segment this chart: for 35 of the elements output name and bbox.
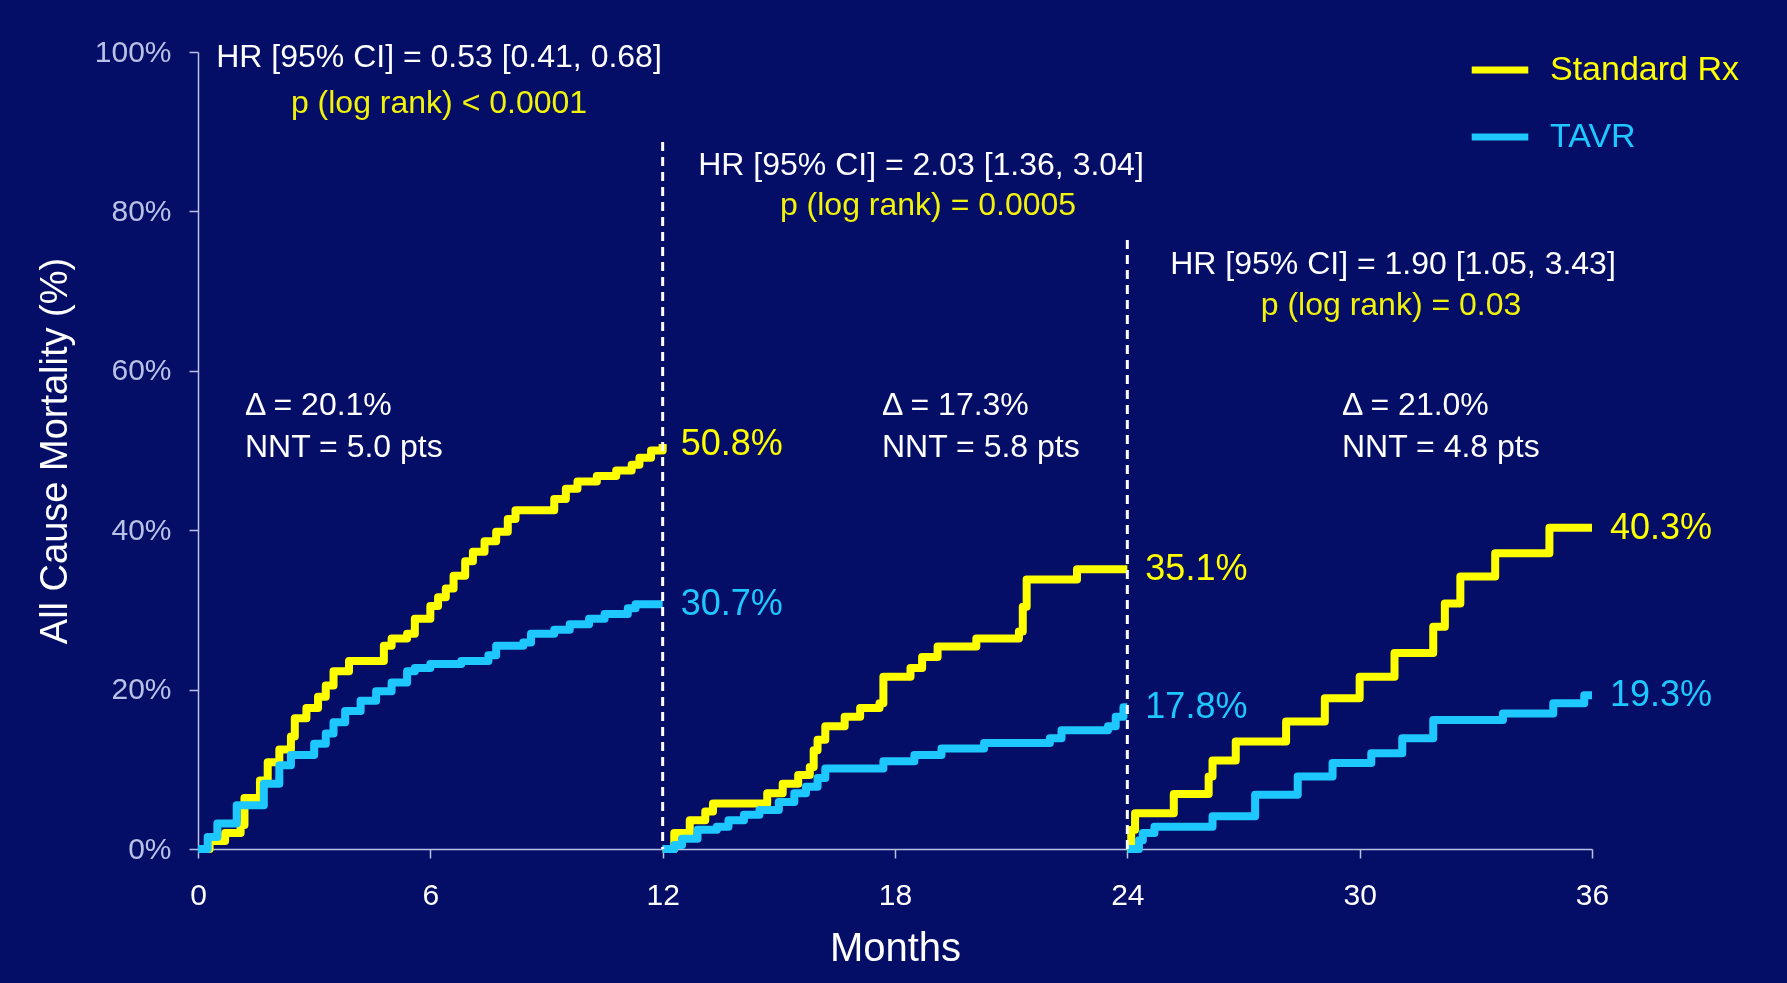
annotation: NNT = 5.0 pts: [245, 428, 443, 464]
annotation: p (log rank) = 0.03: [1260, 286, 1522, 322]
legend-label: Standard Rx: [1550, 49, 1739, 87]
annotation: Δ = 20.1%: [245, 386, 392, 422]
annotation: Δ = 17.3%: [882, 386, 1029, 422]
data-label: 50.8%: [680, 422, 783, 464]
x-tick-label: 12: [646, 877, 680, 911]
legend-label: TAVR: [1550, 116, 1636, 154]
y-tick-label: 100%: [94, 34, 172, 68]
x-tick-label: 0: [190, 877, 207, 911]
y-tick-label: 40%: [111, 512, 172, 546]
y-tick-label: 0%: [128, 831, 172, 865]
annotation: p (log rank) = 0.0005: [779, 186, 1077, 222]
x-tick-label: 18: [878, 877, 913, 911]
x-tick-label: 36: [1575, 877, 1610, 911]
y-tick-label: 80%: [111, 193, 172, 227]
data-label: 19.3%: [1610, 673, 1713, 715]
x-tick-label: 24: [1111, 877, 1145, 911]
x-axis-title: Months: [829, 924, 962, 969]
data-label: 30.7%: [680, 582, 783, 624]
y-tick-label: 20%: [111, 672, 172, 706]
y-tick-label: 60%: [111, 353, 172, 387]
x-tick-label: 6: [422, 877, 440, 911]
y-axis-title: All Cause Mortality (%): [32, 257, 75, 645]
annotation: HR [95% CI] = 2.03 [1.36, 3.04]: [698, 146, 1144, 182]
x-tick-label: 30: [1343, 877, 1377, 911]
annotation: HR [95% CI] = 1.90 [1.05, 3.43]: [1170, 245, 1616, 281]
data-label: 17.8%: [1145, 685, 1248, 727]
data-label: 35.1%: [1145, 547, 1248, 589]
annotation: p (log rank) < 0.0001: [290, 84, 588, 120]
annotation: NNT = 4.8 pts: [1342, 428, 1540, 464]
annotation: NNT = 5.8 pts: [882, 428, 1080, 464]
data-label: 40.3%: [1610, 505, 1713, 547]
annotation: Δ = 21.0%: [1342, 386, 1489, 422]
annotation: HR [95% CI] = 0.53 [0.41, 0.68]: [216, 38, 662, 74]
